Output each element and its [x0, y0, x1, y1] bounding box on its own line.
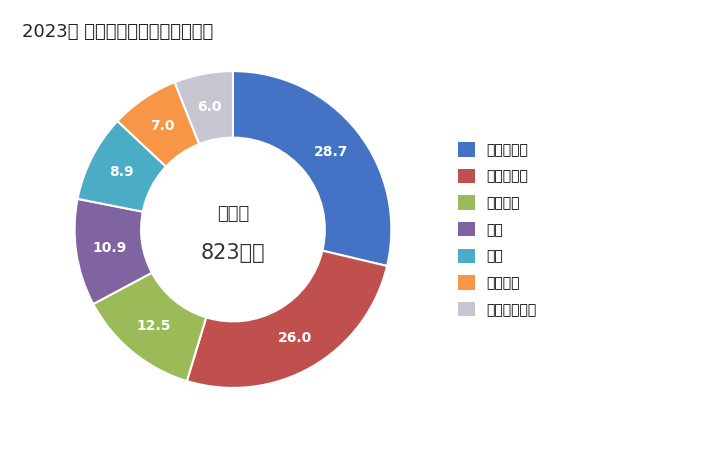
Text: 2023年 輸出相手国のシェア（％）: 2023年 輸出相手国のシェア（％）	[22, 22, 213, 40]
Wedge shape	[93, 273, 206, 381]
Wedge shape	[233, 71, 392, 266]
Wedge shape	[187, 251, 387, 388]
Text: 10.9: 10.9	[92, 241, 127, 255]
Wedge shape	[175, 71, 233, 144]
Text: 28.7: 28.7	[314, 145, 348, 159]
Wedge shape	[78, 121, 166, 212]
Wedge shape	[74, 199, 152, 304]
Legend: カンボジア, フィリピン, ベトナム, 中国, 米国, フランス, シンガポール: カンボジア, フィリピン, ベトナム, 中国, 米国, フランス, シンガポール	[459, 142, 537, 317]
Text: 総　額: 総 額	[217, 205, 249, 223]
Text: 7.0: 7.0	[151, 119, 175, 133]
Text: 26.0: 26.0	[278, 331, 312, 345]
Wedge shape	[117, 82, 199, 166]
Text: 6.0: 6.0	[197, 99, 222, 113]
Text: 8.9: 8.9	[109, 165, 134, 180]
Text: 823万円: 823万円	[201, 243, 265, 263]
Text: 12.5: 12.5	[136, 319, 171, 333]
